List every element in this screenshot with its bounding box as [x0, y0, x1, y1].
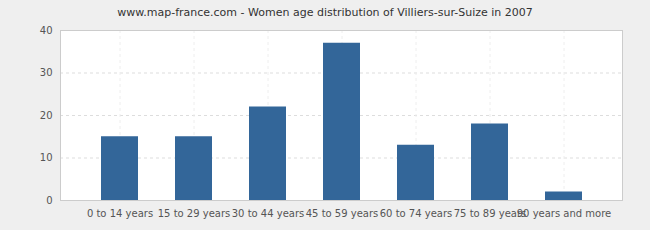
- svg-text:20: 20: [40, 110, 53, 121]
- svg-text:75 to 89 years: 75 to 89 years: [454, 208, 527, 219]
- svg-text:10: 10: [40, 152, 53, 163]
- svg-text:90 years and more: 90 years and more: [517, 208, 612, 219]
- svg-text:40: 40: [40, 25, 53, 36]
- svg-text:45 to 59 years: 45 to 59 years: [306, 208, 379, 219]
- svg-text:15 to 29 years: 15 to 29 years: [158, 208, 231, 219]
- svg-text:60 to 74 years: 60 to 74 years: [380, 208, 453, 219]
- svg-text:30: 30: [40, 67, 53, 78]
- html-text:www.map-france.com - Women age: www.map-france.com - Women age distribut…: [117, 6, 533, 19]
- svg-text:0 to 14 years: 0 to 14 years: [87, 208, 153, 219]
- svg-text:0: 0: [46, 195, 52, 206]
- svg-text:30 to 44 years: 30 to 44 years: [232, 208, 305, 219]
